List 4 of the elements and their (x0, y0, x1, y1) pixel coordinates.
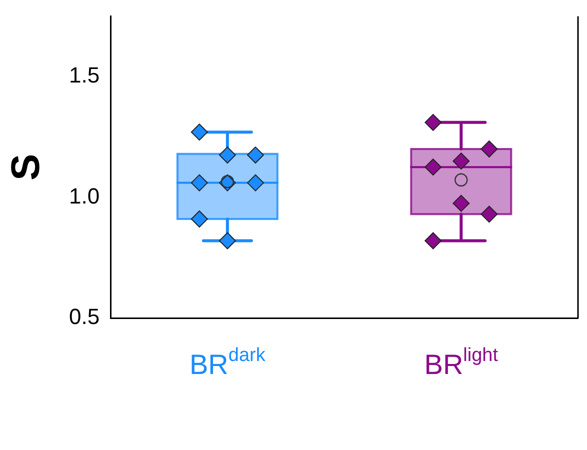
y-tick-label: 1.5 (68, 62, 100, 88)
y-tick-label: 1.0 (68, 183, 100, 208)
y-tick-label: 0.5 (68, 304, 100, 330)
y-axis-title: S (4, 154, 48, 180)
